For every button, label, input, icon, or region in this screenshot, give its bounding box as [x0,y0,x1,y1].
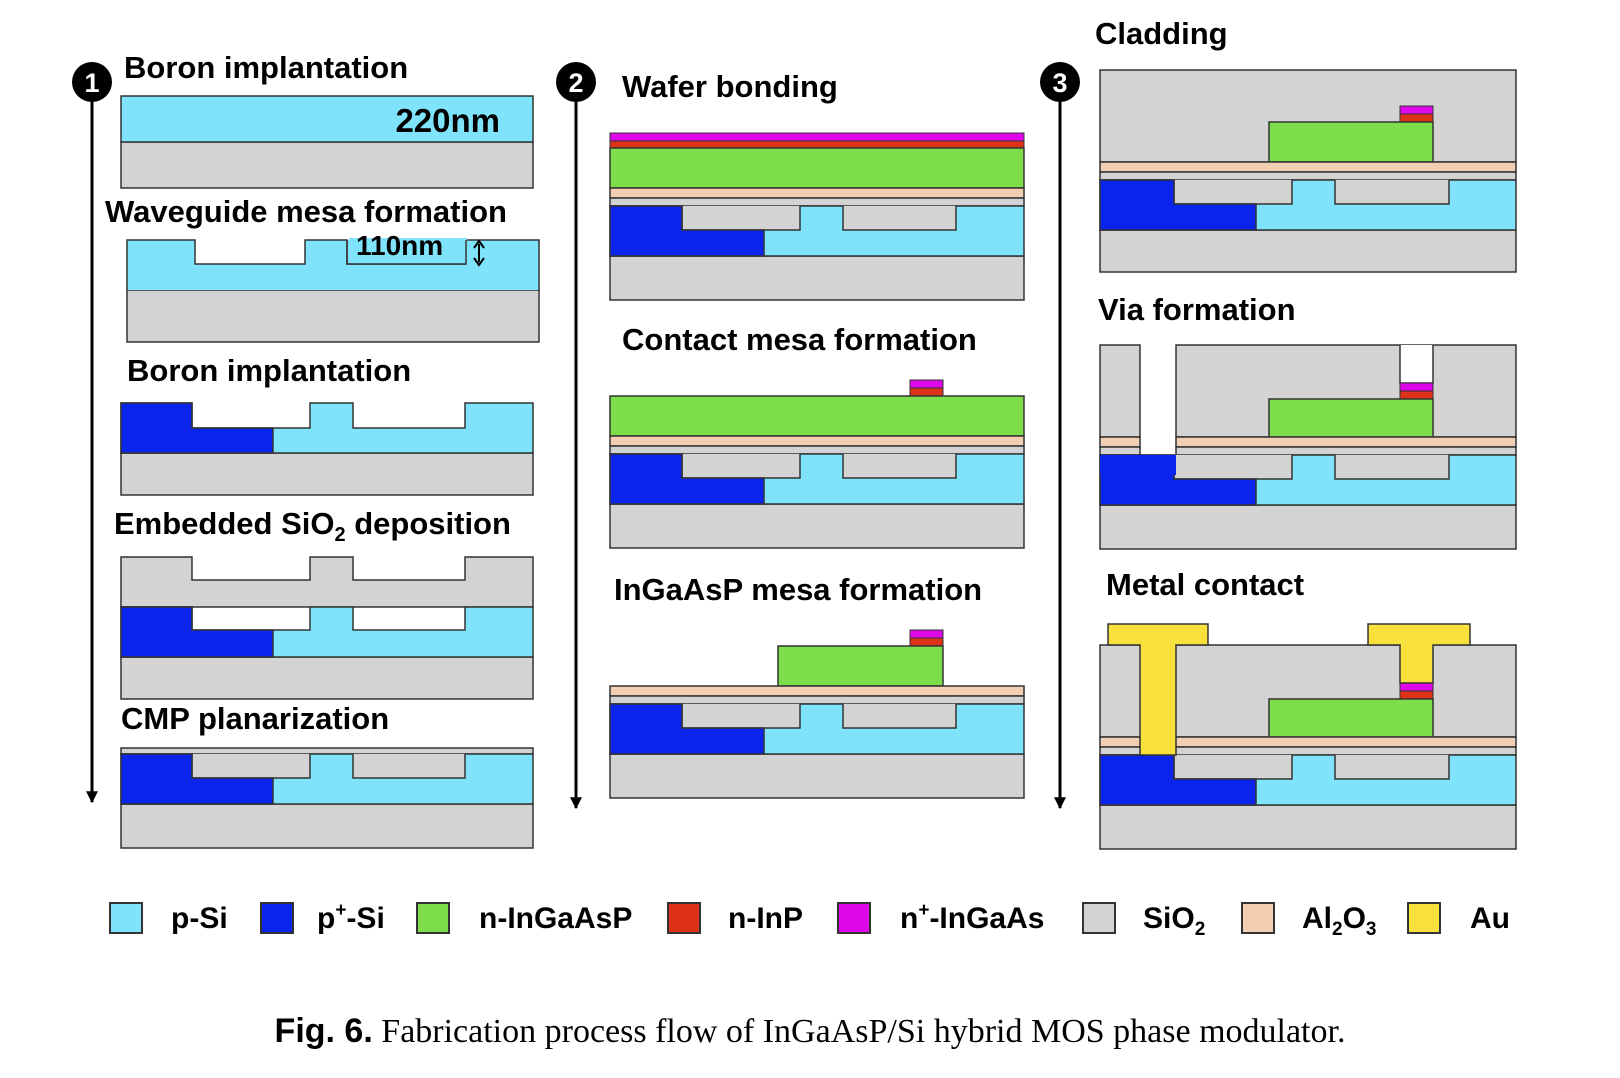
legend-item-n-inp: n-InP [667,902,803,935]
step-cladding: Cladding [1095,16,1517,273]
thickness-label: 220nm [395,102,500,139]
column-3: 3 Cladding Via formation [1040,16,1517,850]
double-arrow-icon [473,239,485,267]
step-title: Wafer bonding [622,69,838,104]
svg-text:p+-Si: p+-Si [317,900,385,935]
svg-text:p-Si: p-Si [171,902,228,935]
step-ingaasp-mesa-formation: InGaAsP mesa formation [609,572,1025,799]
svg-text:n-InP: n-InP [728,902,803,935]
caption-label: Fig. 6. [274,1012,373,1050]
step-title: CMP planarization [121,701,389,736]
step-title: Cladding [1095,16,1228,51]
svg-text:3: 3 [1052,68,1067,98]
legend: p-Si p+-Si n-InGaAsP n-InP n+-InGaAs SiO… [109,900,1510,940]
step-metal-contact: Metal contact [1099,567,1517,850]
step-title: Boron implantation [127,353,411,388]
metal-contact-left [1107,623,1209,756]
svg-text:n-InGaAsP: n-InGaAsP [479,902,632,935]
figure-caption: Fig. 6. Fabrication process flow of InGa… [0,1012,1620,1051]
step-marker: 3 [1040,62,1080,102]
step-title: Embedded SiO2 deposition [114,506,511,546]
step-contact-mesa-formation: Contact mesa formation [609,322,1025,549]
legend-item-al2o3: Al2O3 [1241,902,1377,940]
step-cmp-planarization: CMP planarization [120,701,534,849]
svg-text:Au: Au [1470,902,1510,935]
caption-text: Fabrication process flow of InGaAsP/Si h… [381,1013,1346,1050]
step-title: Contact mesa formation [622,322,977,357]
legend-item-p-plus-si: p+-Si [260,900,385,935]
step-title: Boron implantation [124,50,408,85]
step-title: Waveguide mesa formation [105,194,507,229]
column-1: 1 Boron implantation 220nm Waveguide mes… [72,50,540,849]
svg-text:SiO2: SiO2 [1143,902,1205,940]
column-2: 2 Wafer bonding Contact mesa formation [556,62,1025,810]
step-waveguide-mesa-formation: Waveguide mesa formation 110nm [105,194,540,343]
legend-item-sio2: SiO2 [1082,902,1205,940]
legend-item-p-si: p-Si [109,902,228,935]
metal-contact-right [1367,623,1471,684]
step-via-formation: Via formation [1098,292,1517,550]
step-wafer-bonding: Wafer bonding [609,69,1025,301]
step-boron-implantation-1: Boron implantation 220nm [120,50,534,189]
etch-depth-label: 110nm [356,230,443,261]
svg-text:n+-InGaAs: n+-InGaAs [900,900,1044,935]
legend-item-n-ingaasp: n-InGaAsP [416,902,632,935]
step-embedded-sio2-deposition: Embedded SiO2 deposition [114,506,534,700]
legend-item-au: Au [1407,902,1510,935]
legend-item-n-plus-ingaas: n+-InGaAs [837,900,1044,935]
step-title: Metal contact [1106,567,1304,602]
step-title: Via formation [1098,292,1296,327]
step-title: InGaAsP mesa formation [614,572,982,607]
svg-text:1: 1 [84,68,99,98]
svg-text:Al2O3: Al2O3 [1302,902,1377,940]
step-marker: 1 [72,62,112,102]
step-boron-implantation-2: Boron implantation [120,353,534,496]
svg-text:2: 2 [568,68,583,98]
step-marker: 2 [556,62,596,102]
